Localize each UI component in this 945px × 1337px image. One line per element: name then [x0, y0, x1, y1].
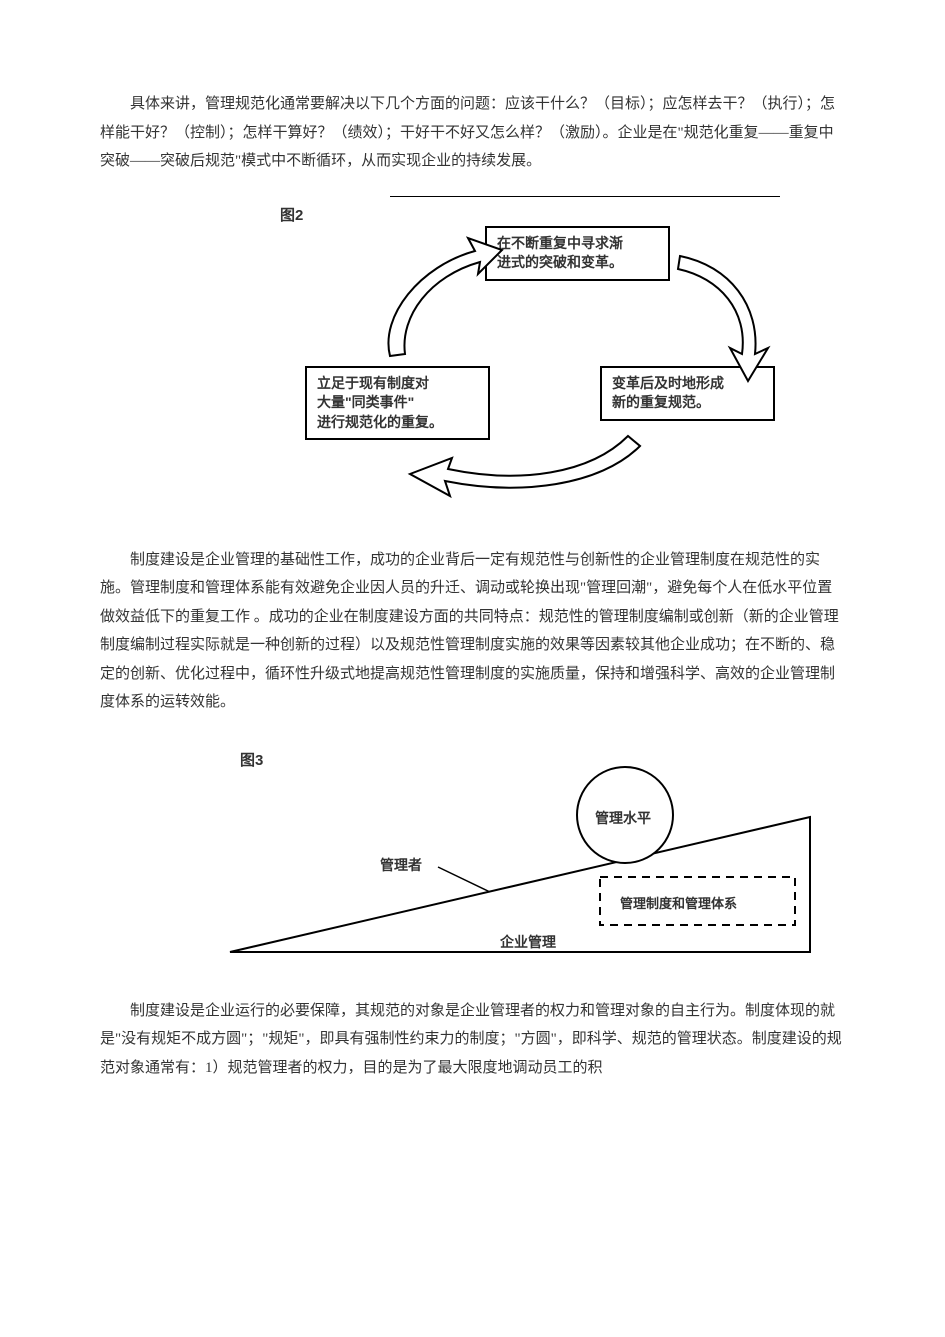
fig3-manager-label: 管理者 [380, 852, 422, 879]
fig2-arrow-left-top [388, 238, 502, 356]
figure-3: 图3 管理水平 管理者 管理制度和管理体系 企业管理 [190, 737, 830, 977]
paragraph-2: 制度建设是企业管理的基础性工作，成功的企业背后一定有规范性与创新性的企业管理制度… [100, 546, 845, 717]
figure-2: 图2 在不断重复中寻求渐 进式的突破和变革。 立足于现有制度对 大量"同类事件"… [220, 196, 780, 526]
fig3-circle-label: 管理水平 [595, 805, 651, 832]
paragraph-1: 具体来讲，管理规范化通常要解决以下几个方面的问题：应该干什么？（目标）；应怎样去… [100, 90, 845, 176]
fig2-arrow-right-left [410, 436, 640, 496]
fig3-dashed-label: 管理制度和管理体系 [620, 892, 737, 917]
fig3-leader-line [438, 867, 490, 892]
fig3-base-label: 企业管理 [500, 929, 556, 956]
fig2-arrows-svg [220, 196, 780, 526]
fig2-arrow-top-right [678, 256, 768, 381]
paragraph-3: 制度建设是企业运行的必要保障，其规范的对象是企业管理者的权力和管理对象的自主行为… [100, 997, 845, 1083]
